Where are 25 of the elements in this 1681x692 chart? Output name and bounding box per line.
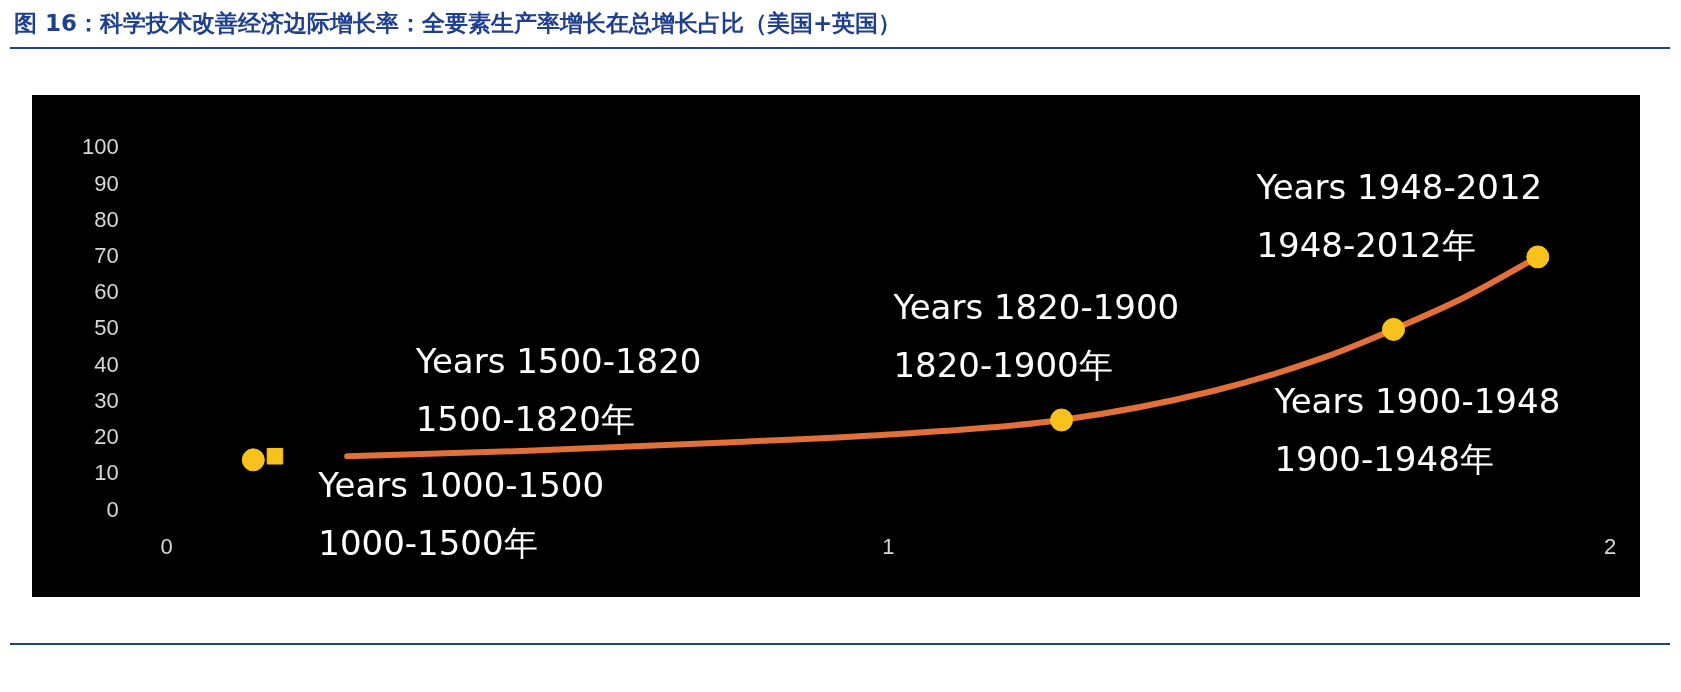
point [1526, 245, 1550, 269]
y-tick-label: 20 [94, 424, 119, 450]
point [241, 448, 265, 472]
x-tick-label: 1 [882, 533, 895, 559]
y-tick-label: 60 [94, 279, 119, 305]
annotation: Years 1500-1820 1500-1820年 [414, 341, 702, 440]
y-tick-label: 70 [94, 242, 119, 268]
y-tick-label: 30 [94, 387, 119, 413]
x-tick-label: 2 [1603, 533, 1617, 559]
x-tick-label: 0 [160, 533, 173, 559]
point [1050, 408, 1074, 432]
annotation: Years 1820-1900 1820-1900年 [892, 286, 1180, 385]
y-tick-label: 80 [94, 206, 119, 232]
y-tick-label: 10 [94, 460, 119, 486]
y-tick-label: 90 [94, 170, 119, 196]
annotation: Years 1948-2012 1948-2012年 [1255, 167, 1543, 266]
y-tick-label: 100 [81, 134, 119, 160]
annotation: Years 1000-1500 1000-1500年 [317, 464, 605, 563]
chart-title: 图 16：科学技术改善经济边际增长率：全要素生产率增长在总增长占比（美国+英国） [14, 9, 902, 38]
point [266, 447, 284, 465]
annotation: Years 1900-1948 1900-1948年 [1273, 381, 1561, 480]
y-tick-label: 0 [106, 496, 119, 522]
y-tick-label: 50 [94, 315, 119, 341]
point [1382, 317, 1406, 341]
y-tick-label: 40 [94, 351, 119, 377]
